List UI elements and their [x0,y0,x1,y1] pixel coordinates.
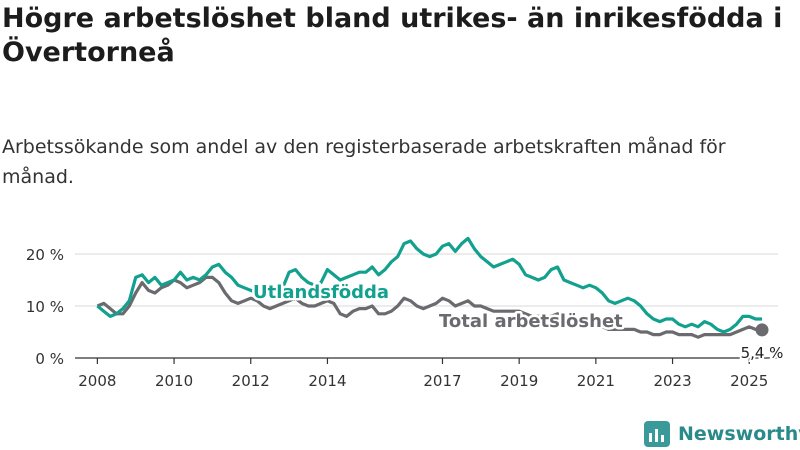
end-value-label: 5,4 % [741,344,784,362]
x-tick-label: 2025 [730,372,768,390]
y-tick-label: 10 % [26,298,64,316]
end-point-marker [755,323,769,337]
series-label-utlandsfodda: Utlandsfödda [253,282,389,303]
newsworthy-logo-icon [644,421,670,447]
x-tick-label: 2012 [232,372,270,390]
x-tick-label: 2008 [78,372,116,390]
y-tick-label: 20 % [26,246,64,264]
series-label-total: Total arbetslöshet [439,311,623,332]
x-tick-label: 2021 [577,372,615,390]
newsworthy-logo: Newsworthy [644,420,800,448]
x-tick-label: 2019 [500,372,538,390]
series-label-total-halo: Total arbetslöshet [439,311,623,332]
x-tick-label: 2017 [423,372,461,390]
line-chart: 0 % 10 % 20 % 2008 2010 2012 2014 2017 2019 2021 2… [26,236,785,390]
series-label-utlandsfodda-halo: Utlandsfödda [253,282,389,303]
logo-text: Newsworthy [678,423,800,445]
x-tick-label: 2023 [653,372,691,390]
x-tick-label: 2014 [308,372,346,390]
series-line-total [96,275,763,339]
chart-subtitle: Arbetssökande som andel av den registerb… [2,136,726,188]
series-line-utlandsfodda [96,236,762,334]
x-tick-label: 2010 [155,372,193,390]
y-tick-label: 0 % [35,350,64,368]
end-value-label-halo: 5,4 % [741,344,784,362]
chart-title: Högre arbetslöshet bland utrikes- än inr… [2,3,783,68]
